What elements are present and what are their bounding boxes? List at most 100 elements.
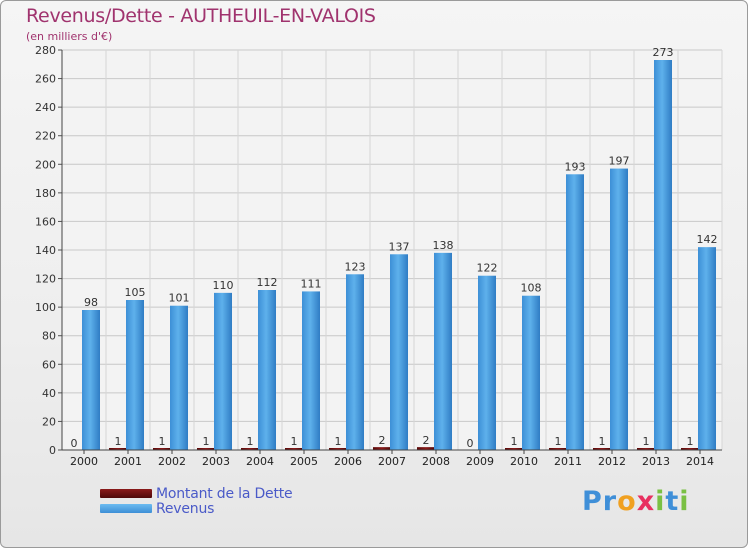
data-label-revenus: 105 [125,286,146,299]
logo-letter: r [602,486,618,517]
data-label-dette: 1 [247,435,254,448]
data-labels: 0981105110111101112111111232137213801221… [71,46,718,450]
data-label-dette: 1 [291,435,298,448]
bar-revenus [522,295,540,450]
chart-subtitle: (en milliers d'€) [26,30,113,43]
data-label-revenus: 110 [213,279,234,292]
data-label-revenus: 273 [653,46,674,59]
data-label-dette: 1 [335,435,342,448]
bar-dette [593,448,611,450]
logo-letter: i [655,486,666,517]
data-label-revenus: 123 [345,260,366,273]
y-tick-label: 20 [42,415,56,428]
bar-revenus [214,292,232,450]
y-tick-label: 260 [35,73,56,86]
bar-revenus [346,274,364,450]
bar-dette [373,447,391,450]
y-tick-label: 0 [49,444,56,457]
bar-dette [241,448,259,450]
bar-dette [285,448,303,450]
y-tick-label: 80 [42,330,56,343]
x-tick-label: 2007 [378,455,406,468]
y-tick-label: 180 [35,187,56,200]
bar-revenus [434,252,452,450]
bar-dette [505,448,523,450]
data-label-revenus: 98 [84,296,98,309]
x-tick-label: 2010 [510,455,538,468]
data-label-revenus: 197 [609,155,630,168]
y-tick-label: 120 [35,273,56,286]
bar-dette [153,448,171,450]
bar-revenus [478,275,496,450]
x-tick-label: 2001 [114,455,142,468]
chart-title: Revenus/Dette - AUTHEUIL-EN-VALOIS [26,5,376,27]
data-label-dette: 1 [203,435,210,448]
legend-label-dette: Montant de la Dette [156,486,293,502]
data-label-dette: 2 [423,434,430,447]
x-tick-label: 2008 [422,455,450,468]
logo-letter: x [636,486,656,517]
x-tick-label: 2005 [290,455,318,468]
logo-letter: P [582,486,603,517]
y-tick-label: 280 [35,44,56,57]
x-tick-label: 2013 [642,455,670,468]
bar-revenus [82,310,100,450]
data-label-dette: 1 [687,435,694,448]
x-tick-label: 2000 [70,455,98,468]
data-label-dette: 1 [159,435,166,448]
logo-letter: o [617,486,637,517]
bar-dette [109,448,127,450]
bar-dette [417,447,435,450]
data-label-dette: 0 [71,437,78,450]
x-tick-label: 2014 [686,455,714,468]
bar-revenus [698,247,716,450]
x-tick-label: 2012 [598,455,626,468]
legend-label-revenus: Revenus [156,501,215,517]
data-label-dette: 1 [643,435,650,448]
y-tick-label: 140 [35,244,56,257]
data-label-revenus: 137 [389,240,410,253]
data-label-revenus: 108 [521,282,542,295]
bar-revenus [654,60,672,450]
data-label-revenus: 112 [257,276,278,289]
y-tick-label: 100 [35,301,56,314]
bar-dette [197,448,215,450]
x-tick-label: 2004 [246,455,274,468]
legend-swatch-dette [100,489,152,498]
data-label-revenus: 111 [301,277,322,290]
data-label-revenus: 142 [697,233,718,246]
data-label-dette: 1 [555,435,562,448]
axes: 0204060801001201401601802002202402602802… [35,44,722,468]
bar-revenus [566,174,584,451]
legend-swatch-revenus [100,504,152,513]
data-label-revenus: 122 [477,262,498,275]
x-tick-label: 2003 [202,455,230,468]
data-label-dette: 1 [511,435,518,448]
proxiti-logo: Proxiti [582,486,690,517]
data-label-revenus: 101 [169,292,190,305]
x-tick-label: 2009 [466,455,494,468]
bar-dette [329,448,347,450]
data-label-dette: 1 [599,435,606,448]
bar-dette [637,448,655,450]
y-tick-label: 200 [35,158,56,171]
data-label-dette: 2 [379,434,386,447]
logo-letter: t [665,486,680,517]
data-label-dette: 0 [467,437,474,450]
data-label-revenus: 193 [565,160,586,173]
y-tick-label: 40 [42,387,56,400]
bar-revenus [302,291,320,450]
bar-revenus [390,254,408,450]
bar-dette [681,448,699,450]
y-tick-label: 60 [42,358,56,371]
x-tick-label: 2011 [554,455,582,468]
bar-revenus [610,168,628,451]
y-tick-label: 160 [35,215,56,228]
bar-revenus [258,290,276,450]
data-label-dette: 1 [115,435,122,448]
bars [82,60,716,451]
y-tick-label: 240 [35,101,56,114]
bar-dette [549,448,567,450]
bar-revenus [126,300,144,450]
logo-letter: i [679,486,690,517]
